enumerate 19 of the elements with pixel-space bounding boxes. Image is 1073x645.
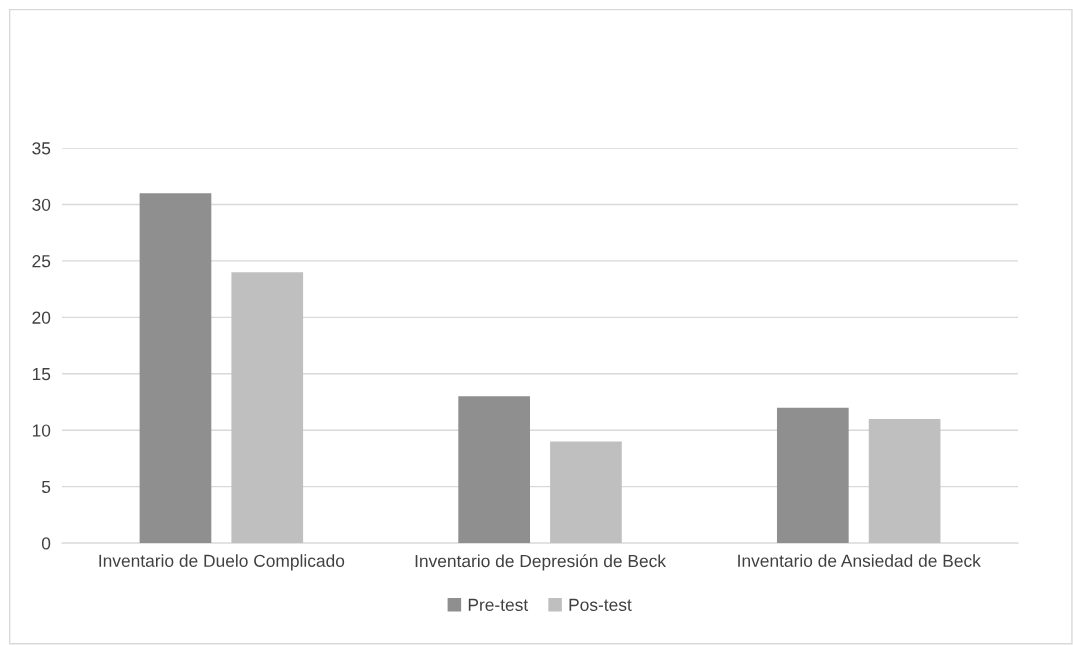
bar	[231, 272, 304, 544]
legend-label: Pre-test	[468, 598, 529, 611]
x-tick-label: Inventario de Duelo Complicado	[99, 554, 345, 571]
y-tick-label: 20	[32, 311, 51, 324]
x-tick-label: Inventario de Depresión de Beck	[415, 554, 667, 571]
y-tick-label: 25	[32, 255, 51, 268]
bar	[458, 396, 530, 544]
bar	[776, 407, 849, 544]
y-tick-label: 35	[32, 142, 51, 155]
bar	[139, 193, 212, 544]
bar	[550, 441, 622, 544]
y-tick-label: 10	[32, 424, 51, 437]
x-tick-label: Inventario de Ansiedad de Beck	[738, 554, 981, 567]
y-tick-label: 5	[41, 481, 51, 494]
y-tick-label: 30	[32, 198, 51, 211]
y-tick-label: 0	[41, 537, 51, 550]
y-tick-label: 15	[32, 368, 51, 381]
bar	[868, 418, 941, 544]
legend-label: Pos-test	[569, 598, 632, 611]
